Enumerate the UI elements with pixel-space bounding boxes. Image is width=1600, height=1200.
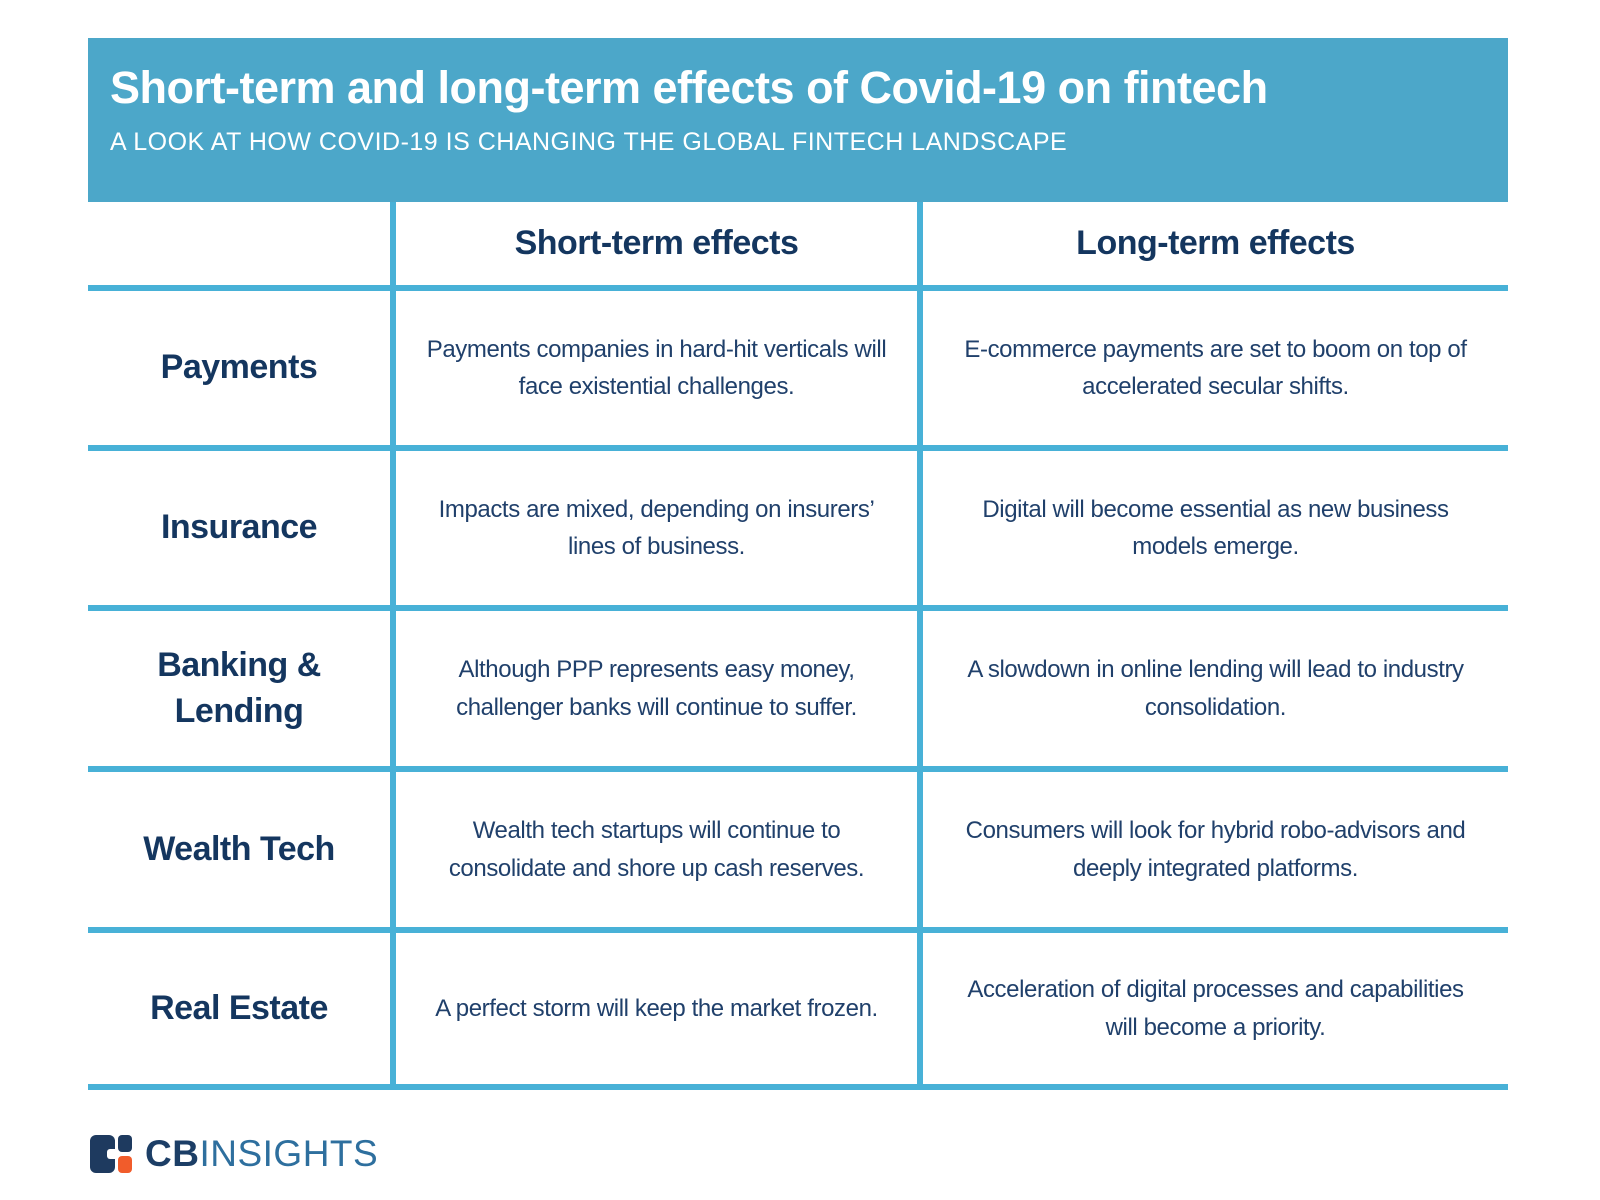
- row-label-banking-lending: Banking & Lending: [88, 611, 390, 772]
- row-label-insurance: Insurance: [88, 451, 390, 611]
- real-estate-long-term-cell: Acceleration of digital processes and ca…: [917, 933, 1508, 1090]
- payments-short-term-cell: Payments companies in hard-hit verticals…: [390, 291, 917, 451]
- logo-bottom-right-block: [118, 1156, 132, 1173]
- page-subtitle: A LOOK AT HOW COVID-19 IS CHANGING THE G…: [110, 127, 1068, 156]
- column-header-long-term: Long-term effects: [917, 202, 1508, 291]
- logo-notch: [107, 1149, 115, 1159]
- column-header-short-term: Short-term effects: [390, 202, 917, 291]
- footer: CBINSIGHTS: [90, 1126, 378, 1182]
- row-label-wealth-tech: Wealth Tech: [88, 772, 390, 933]
- logo-top-right-block: [118, 1135, 132, 1152]
- banking-long-term-cell: A slowdown in online lending will lead t…: [917, 611, 1508, 772]
- real-estate-short-term-cell: A perfect storm will keep the market fro…: [390, 933, 917, 1090]
- wealth-tech-short-term-cell: Wealth tech startups will continue to co…: [390, 772, 917, 933]
- insurance-long-term-cell: Digital will become essential as new bus…: [917, 451, 1508, 611]
- row-label-real-estate: Real Estate: [88, 933, 390, 1090]
- banking-short-term-cell: Although PPP represents easy money, chal…: [390, 611, 917, 772]
- cbinsights-logo-icon: [90, 1135, 132, 1173]
- page-title: Short-term and long-term effects of Covi…: [110, 62, 1268, 113]
- cbinsights-logo-text: CBINSIGHTS: [145, 1133, 378, 1175]
- logo-text-insights: INSIGHTS: [199, 1133, 379, 1174]
- effects-table: Short-term effects Long-term effects Pay…: [88, 202, 1508, 1090]
- wealth-tech-long-term-cell: Consumers will look for hybrid robo-advi…: [917, 772, 1508, 933]
- payments-long-term-cell: E-commerce payments are set to boom on t…: [917, 291, 1508, 451]
- row-label-payments: Payments: [88, 291, 390, 451]
- banner: Short-term and long-term effects of Covi…: [88, 38, 1508, 202]
- insurance-short-term-cell: Impacts are mixed, depending on insurers…: [390, 451, 917, 611]
- table-corner-cell: [88, 202, 390, 291]
- logo-text-cb: CB: [145, 1133, 200, 1174]
